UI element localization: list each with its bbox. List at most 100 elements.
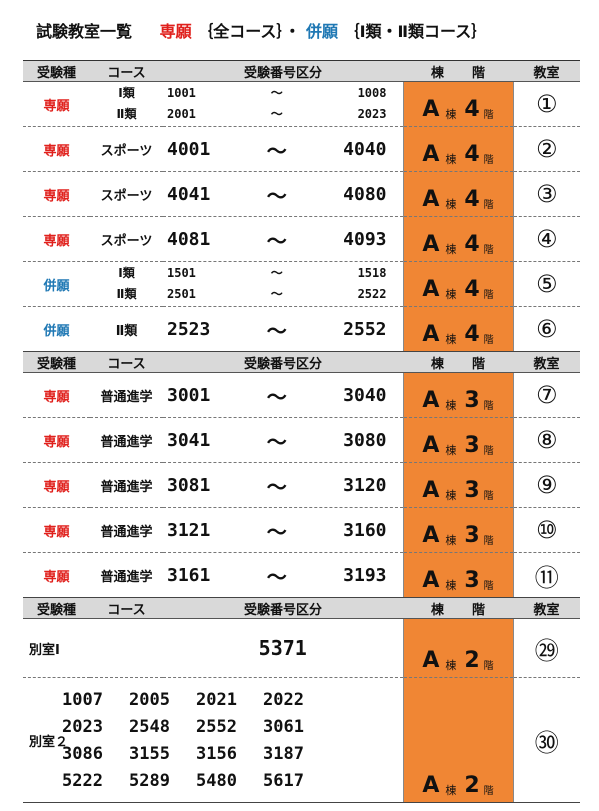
range-to: 3160: [343, 519, 387, 541]
range-to: 1518: [357, 266, 387, 280]
exam-number: 1007: [62, 689, 103, 710]
floor-unit: 階: [483, 661, 494, 672]
table-row: 専願 普通進学 3081 〜 3120 A 棟 3 階 ⑨: [23, 462, 580, 508]
building-letter: A: [422, 187, 440, 212]
range-from: 3121: [167, 519, 211, 541]
course-name: スポーツ: [100, 143, 153, 159]
floor-number: 2: [464, 773, 480, 798]
range-from: 4001: [167, 138, 211, 160]
header-building: 棟: [430, 602, 444, 618]
range-line: 3001 〜 3040: [163, 381, 403, 410]
floor-unit: 階: [483, 335, 494, 346]
building-unit: 棟: [445, 108, 457, 121]
header-floor: 階: [471, 356, 485, 372]
building-unit: 棟: [445, 534, 457, 547]
range-to: 3080: [343, 429, 387, 451]
range-from: 2501: [167, 287, 196, 301]
floor-number: 3: [464, 478, 480, 503]
exam-number: 5222: [62, 770, 103, 791]
floor-number: 3: [464, 568, 480, 593]
course-name: 普通進学: [100, 434, 153, 450]
floor-unit: 階: [483, 155, 494, 166]
page-title: 試験教室一覧 専願 ｛全コース｝・ 併願 ｛Ⅰ類・Ⅱ類コース｝: [36, 18, 487, 42]
floor-number: 3: [464, 433, 480, 458]
exam-type: 専願: [43, 389, 70, 405]
course-1: Ⅰ類: [118, 266, 135, 280]
range-line: 3081 〜 3120: [163, 471, 403, 500]
building-letter: A: [422, 97, 440, 122]
building-letter: A: [422, 568, 440, 593]
room-label: ②: [535, 135, 558, 163]
header-row-3: 受験種 コース 受験番号区分棟階教室: [23, 597, 580, 619]
special-room-label: 別室Ⅰ: [29, 642, 60, 658]
exam-type: 専願: [43, 479, 70, 495]
room-number: ⑦: [513, 372, 580, 418]
course-name: 普通進学: [100, 389, 153, 405]
range-tilde: 〜: [266, 183, 287, 208]
floor-unit: 階: [483, 110, 494, 121]
table-row: 専願 普通進学 3121 〜 3160 A 棟 3 階 ⑩: [23, 507, 580, 553]
building-letter: A: [422, 277, 440, 302]
building-letter: A: [422, 232, 440, 257]
exam-type: 併願: [43, 323, 70, 339]
range-to: 4040: [343, 138, 387, 160]
range-line: 4001 〜 4040: [163, 135, 403, 164]
building-letter: A: [422, 142, 440, 167]
header-building-floor: 棟階: [403, 599, 513, 618]
range-tilde: 〜: [266, 429, 287, 454]
floor-number: 4: [464, 232, 480, 257]
room-number: ⑩: [513, 507, 580, 553]
header-course: コース: [107, 356, 146, 372]
exam-number: 5289: [129, 770, 170, 791]
room-label: ⑦: [535, 381, 558, 409]
building-letter: A: [422, 388, 440, 413]
building-unit: 棟: [445, 579, 457, 592]
header-building: 棟: [430, 356, 444, 372]
header-course: コース: [107, 602, 146, 618]
building-unit: 棟: [445, 153, 457, 166]
room-number: ③: [513, 171, 580, 217]
range-line: 3121 〜 3160: [163, 516, 403, 545]
table-row: 専願 スポーツ 4081 〜 4093 A 棟 4 階 ④: [23, 216, 580, 262]
range-tilde: 〜: [266, 318, 287, 343]
exam-room-table: 受験種 コース 受験番号区分棟階教室 専願 Ⅰ類 Ⅱ類 1001 〜 1008 2001 〜 2023…: [23, 60, 580, 803]
table-row: 併願 Ⅱ類 2523 〜 2552 A 棟 4 階 ⑥: [23, 306, 580, 352]
course-name: 普通進学: [100, 524, 153, 540]
exam-number: 3156: [196, 743, 237, 764]
room-label: ④: [535, 225, 558, 253]
range-to: 4093: [343, 228, 387, 250]
exam-number: 2022: [263, 689, 304, 710]
header-type: 受験種: [36, 356, 76, 372]
special-room-label: 別室２: [29, 734, 69, 750]
range-line: 2523 〜 2552: [163, 315, 403, 344]
range-to: 3193: [343, 564, 387, 586]
floor-number: 4: [464, 277, 480, 302]
range-to: 4080: [343, 183, 387, 205]
range-tilde: 〜: [266, 228, 287, 253]
exam-number: 2005: [129, 689, 170, 710]
floor-number: 4: [464, 142, 480, 167]
course-2: Ⅱ類: [116, 287, 137, 301]
course-name: スポーツ: [100, 188, 153, 204]
building-unit: 棟: [445, 243, 457, 256]
room-label: ⑩: [535, 516, 558, 544]
room-number: ④: [513, 216, 580, 262]
range-tilde: 〜: [266, 138, 287, 163]
table-row-special-2: 別室２ 1007 2005 2021 2022 2023 2548 2552 3061 3086 3…: [23, 677, 580, 803]
exam-type: 併願: [43, 278, 70, 294]
header-range: 受験番号区分: [243, 65, 322, 81]
title-senkan-courses: ｛全コース｝・: [197, 22, 301, 41]
range-line: 2501 〜 2522: [163, 284, 403, 305]
title-heigan: 併願: [305, 22, 338, 41]
room-number: ㉙: [513, 618, 580, 678]
range-to: 2552: [343, 318, 387, 340]
